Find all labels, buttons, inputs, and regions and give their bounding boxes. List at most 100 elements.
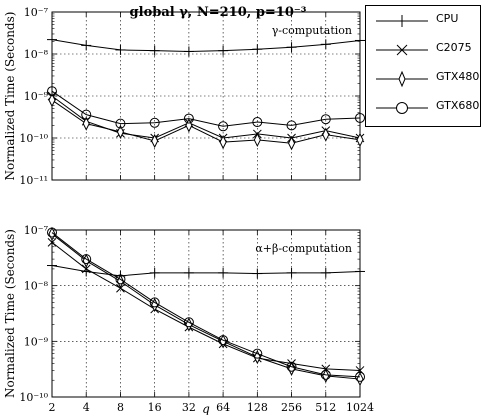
series-gtx680 [47, 86, 365, 132]
legend-item-c2075: C2075 [374, 38, 478, 62]
plus-marker [183, 46, 194, 57]
legend-item-gtx680: GTX680 [374, 96, 480, 120]
y-tick-label: 10⁻¹⁰ [19, 132, 48, 145]
diamond-marker [48, 92, 56, 108]
y-tick-label: 10⁻⁷ [24, 224, 49, 237]
x-tick-label: 256 [281, 401, 302, 414]
y-tick-label: 10⁻⁷ [24, 6, 49, 19]
plus-marker [252, 268, 263, 279]
y-tick-label: 10⁻⁸ [24, 280, 49, 293]
y-tick-label: 10⁻¹¹ [19, 174, 48, 187]
plus-marker [286, 42, 297, 53]
plus-marker [149, 267, 160, 278]
x-tick-label: 64 [216, 401, 230, 414]
plus-marker [183, 267, 194, 278]
diamond-marker-icon [376, 70, 428, 88]
series-line [51, 233, 361, 380]
series-line [51, 241, 361, 371]
series-gtx680 [47, 227, 365, 382]
legend-item-gtx480: GTX480 [374, 67, 480, 91]
plus-marker [252, 44, 263, 55]
diamond-marker [151, 133, 159, 149]
plus-marker [81, 40, 92, 51]
circle-marker [115, 118, 126, 129]
circle-marker [115, 274, 126, 285]
diamond-marker [253, 132, 261, 148]
circle-marker [218, 335, 229, 346]
diamond-marker [82, 116, 90, 131]
x-tick-label: 4 [83, 401, 90, 414]
x-marker [81, 264, 91, 274]
plus-marker [320, 39, 331, 50]
circle-marker-icon [376, 102, 428, 114]
legend-label-gtx680: GTX680 [436, 99, 480, 112]
y-axis-label: Normalized Time (Seconds) [3, 229, 17, 398]
x-tick-label: 16 [148, 401, 162, 414]
y-tick-label: 10⁻⁸ [24, 48, 49, 61]
legend-label-c2075: C2075 [436, 41, 472, 54]
circle-marker [252, 117, 263, 128]
panel-annotation: γ-computation [272, 24, 352, 37]
plus-marker [218, 45, 229, 56]
diamond-marker [219, 134, 227, 150]
plus-marker [320, 267, 331, 278]
plus-marker [355, 35, 365, 46]
circle-marker [81, 109, 92, 120]
circle-marker [286, 120, 297, 131]
x-tick-label: 1024 [346, 401, 374, 414]
circle-marker [286, 361, 297, 372]
circle-marker [218, 121, 229, 132]
series-line [51, 99, 361, 144]
series-cpu [47, 34, 365, 57]
plus-marker [115, 44, 126, 55]
plus-marker [47, 34, 57, 45]
plus-marker [218, 267, 229, 278]
legend-item-cpu: CPU [374, 9, 478, 33]
diamond-marker [356, 371, 364, 387]
circle-marker [47, 86, 57, 97]
series-gtx480 [48, 92, 364, 151]
plus-marker-icon [376, 15, 428, 27]
diamond-marker [287, 361, 296, 376]
circle-marker [355, 371, 365, 382]
legend: CPU C2075 GTX480 GTX680 [365, 5, 481, 127]
plot-frame [51, 11, 361, 181]
y-axis-label: Normalized Time (Seconds) [3, 12, 17, 181]
series-line [51, 265, 361, 277]
circle-marker [252, 348, 263, 359]
series-line [51, 95, 361, 139]
series-cpu [47, 260, 365, 281]
x-axis-label: q [202, 402, 210, 415]
diamond-marker [185, 118, 193, 133]
legend-label-gtx480: GTX480 [436, 70, 480, 83]
diamond-marker [287, 136, 296, 151]
legend-label-cpu: CPU [436, 12, 459, 25]
circle-marker [355, 112, 365, 123]
plus-marker [149, 45, 160, 56]
series-line [51, 39, 361, 52]
plus-marker [47, 260, 57, 271]
series-line [51, 90, 361, 127]
plus-marker [355, 266, 365, 277]
plus-marker [286, 267, 297, 278]
circle-marker [320, 369, 331, 380]
panel-annotation: α+β-computation [255, 242, 352, 255]
y-tick-label: 10⁻⁹ [24, 90, 49, 103]
diamond-marker [116, 124, 125, 139]
x-tick-label: 32 [182, 401, 196, 414]
x-tick-label: 2 [49, 401, 56, 414]
y-tick-label: 10⁻⁹ [24, 335, 49, 348]
diamond-marker [322, 127, 330, 142]
x-tick-label: 128 [247, 401, 268, 414]
x-tick-label: 8 [117, 401, 124, 414]
plot-frame [51, 229, 361, 398]
y-tick-label: 10⁻¹⁰ [19, 391, 48, 404]
x-marker [47, 237, 57, 247]
series-c2075 [47, 237, 365, 375]
circle-marker [149, 297, 160, 308]
x-tick-label: 512 [315, 401, 336, 414]
circle-marker [81, 254, 92, 265]
circle-marker [320, 114, 331, 125]
